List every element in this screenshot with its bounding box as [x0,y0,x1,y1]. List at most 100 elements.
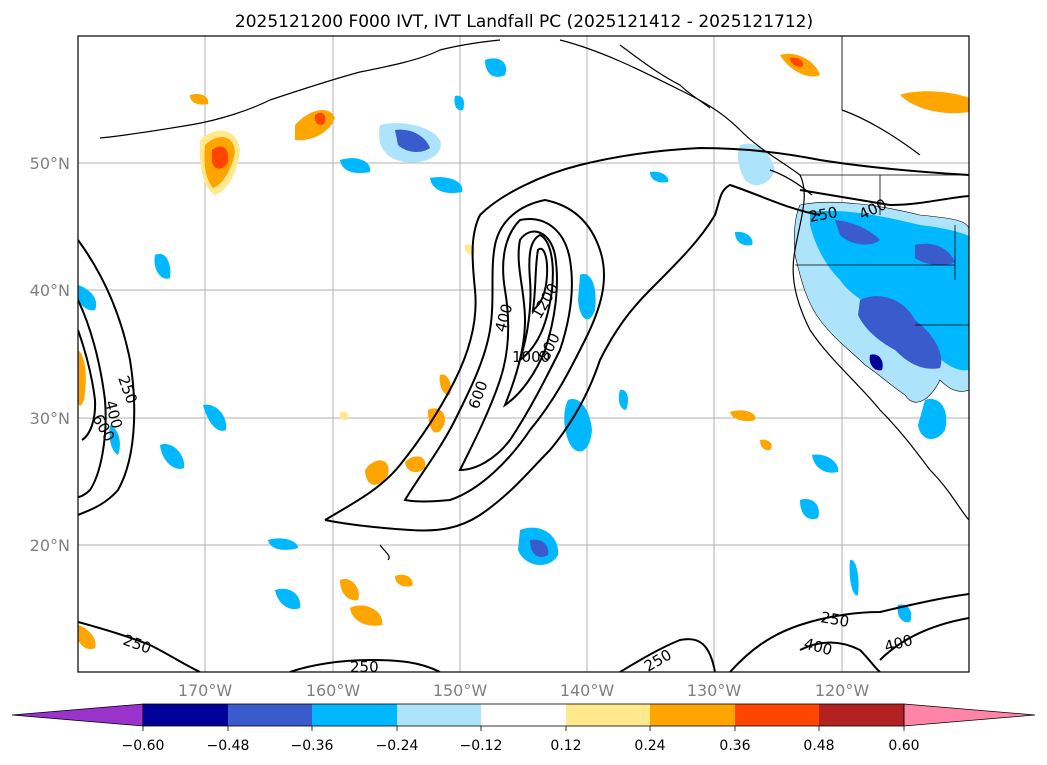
colorbar-tick-label: 0.36 [719,738,750,754]
pc-patch-pos-9 [405,456,426,473]
coast-interior [841,109,921,156]
coast-north-america [559,39,969,521]
pc-patch-west-1 [160,444,185,469]
pc-patch-hawaii-east-core [530,539,549,558]
pc-patch-socal [918,399,947,440]
coast-southeast-alaska [619,44,711,109]
contour-400-east-2 [879,617,969,661]
colorbar-tick-label: 0.48 [803,738,834,754]
colorbar-tick-label: −0.48 [207,738,250,754]
pc-filled-contours [78,53,969,650]
colorbar-bin [650,704,735,726]
lat-axis-labels: 50°N 40°N 30°N 20°N [30,154,70,555]
lon-label-140w: 140°W [560,681,615,700]
lon-axis-labels: 170°W 160°W 150°W 140°W 130°W 120°W [178,681,870,700]
contour-250-south [289,658,441,672]
colorbar-tick-label: 0.60 [888,738,919,754]
contour-600-central [458,218,573,472]
pc-patch-pos-11 [350,605,383,626]
lon-label-120w: 120°W [815,681,870,700]
colorbar-extend-low [11,703,144,727]
contour-1200-central [531,247,549,313]
pc-patch-mid-3 [618,389,628,410]
contour-400-north [799,189,969,207]
coast-aleutian-chain [99,99,271,139]
pc-patch-pos-4-core [790,57,804,67]
pc-patch-vancouver [737,143,775,186]
colorbar-tick-label: 0.12 [550,738,581,754]
lon-label-130w: 130°W [687,681,742,700]
pc-patch-east-4 [897,604,912,623]
pc-patch-pos-3 [190,94,209,105]
lat-label-30n: 30°N [30,409,70,428]
pc-patch-east-2 [812,454,839,473]
pc-patch-gulf-1-core [395,129,430,152]
ivt-contours [78,146,969,672]
pc-patch-mid-1 [578,274,596,320]
pc-patch-east-5 [735,231,753,246]
map-title: 2025121200 F000 IVT, IVT Landfall PC (20… [235,12,813,32]
contour-400-east [799,641,881,672]
pc-patch-pos-10 [340,579,359,601]
pc-patch-east-1 [800,499,819,520]
pc-patch-east-3 [849,559,859,596]
contour-250-southeast [619,638,716,672]
contour-250-east [729,593,969,672]
colorbar-tick-label: −0.12 [460,738,503,754]
colorbar-frame [142,703,905,727]
contour-label: 250 [350,658,379,676]
contour-250-southwest [78,621,201,672]
lat-label-50n: 50°N [30,154,70,173]
colorbar-tick-label: −0.24 [376,738,419,754]
contour-label: 250 [808,203,839,226]
map-panel: 250 400 600 250 250 250 600 400 1200 100… [77,35,970,676]
contour-800-central [502,230,558,408]
colorbar-bin [397,704,481,726]
coastlines [99,39,969,561]
colorbar-bin [819,704,904,726]
pc-patch-westcoast-dark-1 [835,220,880,245]
pc-patch-dateline-1 [78,285,97,311]
colorbar-ticks [142,726,905,731]
lon-label-150w: 150°W [433,681,488,700]
pc-patch-pos-5 [900,91,969,114]
pc-patch-east-6 [650,171,669,183]
pc-patch-hawaii-west [268,538,298,550]
pc-patch-westcoast-darkest [869,354,883,371]
pc-patch-mid-2 [564,399,592,452]
pc-patch-pos-16 [760,439,772,451]
pc-patch-gulf-4 [485,58,507,77]
contour-1000-central [518,233,554,363]
pc-patch-pos-17 [339,411,349,421]
map-frame [77,35,970,673]
colorbar-bin [312,704,397,726]
lat-label-20n: 20°N [30,536,70,555]
coast-hawaii [379,544,390,561]
pc-patch-pos-6 [428,408,445,433]
contour-label: 1000 [512,348,550,366]
colorbar-tick-label: −0.36 [291,738,334,754]
lon-label-170w: 170°W [178,681,233,700]
colorbar: −0.60 −0.48 −0.36 −0.24 −0.12 0.12 0.24 … [11,703,1036,754]
colorbar-bin [228,704,312,726]
colorbar-tick-label: 0.24 [634,738,665,754]
pc-patch-dateline-2 [109,425,120,455]
colorbar-bin [566,704,650,726]
pc-patch-pos-12 [395,574,413,587]
pc-patch-pos-7 [439,374,451,396]
pc-patch-west-3 [154,253,171,279]
colorbar-bin [735,704,819,726]
pc-patch-pos-15 [730,410,756,422]
pc-patch-gulf-2 [340,158,371,174]
pc-patch-westcoast-dark-3 [858,296,942,369]
pc-patch-gulf-3 [430,177,463,194]
pc-patch-south-1 [275,588,301,610]
coast-aleutian-north [269,39,501,101]
contour-250-west [78,239,136,516]
pc-patch-pos-1-core [212,146,229,169]
pc-patch-gulf-5 [454,95,465,111]
colorbar-bin [143,704,228,726]
contour-600-west [78,329,97,441]
political-borders [795,36,969,326]
